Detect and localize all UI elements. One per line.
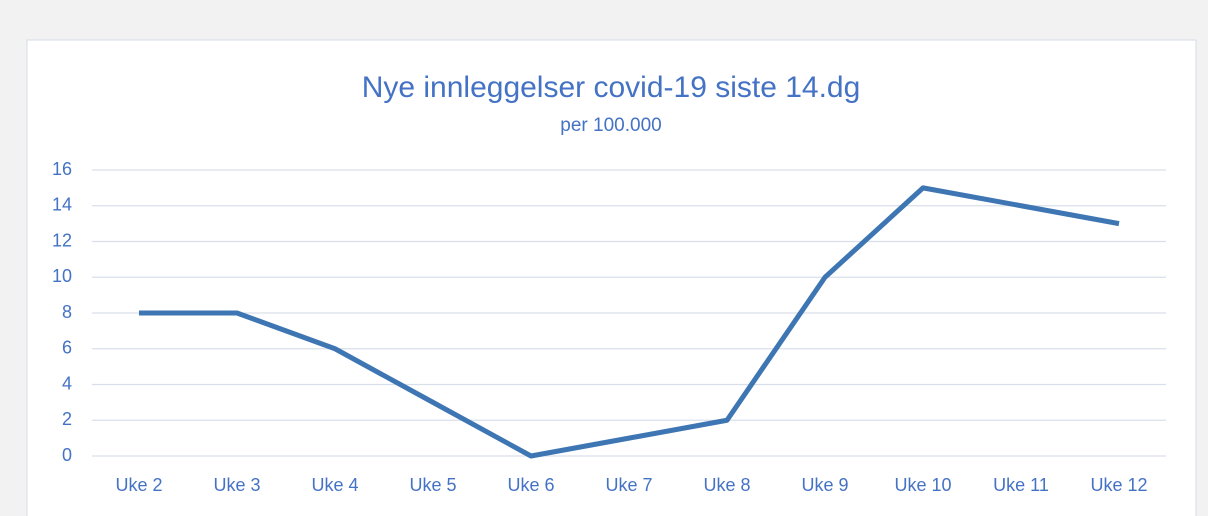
y-tick-label: 2 — [62, 409, 72, 429]
x-tick-label: Uke 3 — [213, 475, 260, 495]
x-tick-label: Uke 6 — [507, 475, 554, 495]
y-tick-label: 0 — [62, 445, 72, 465]
x-tick-label: Uke 12 — [1090, 475, 1147, 495]
line-series — [139, 185, 1120, 459]
chart-area — [26, 39, 1197, 516]
chart-title: Nye innleggelser covid-19 siste 14.dg — [362, 71, 861, 104]
x-tick-label: Uke 2 — [115, 475, 162, 495]
x-tick-label: Uke 10 — [894, 475, 951, 495]
x-tick-label: Uke 9 — [801, 475, 848, 495]
x-tick-label: Uke 7 — [605, 475, 652, 495]
y-tick-label: 8 — [62, 302, 72, 322]
y-tick-label: 16 — [52, 159, 72, 179]
chart-subtitle: per 100.000 — [560, 115, 661, 136]
x-tick-label: Uke 5 — [409, 475, 456, 495]
y-tick-label: 6 — [62, 338, 72, 358]
x-tick-label: Uke 11 — [993, 475, 1049, 495]
y-tick-label: 12 — [52, 230, 72, 250]
y-tick-label: 4 — [62, 373, 72, 393]
y-tick-label: 10 — [52, 266, 72, 286]
x-tick-label: Uke 4 — [311, 475, 358, 495]
y-tick-label: 14 — [52, 195, 72, 215]
x-tick-label: Uke 8 — [703, 475, 750, 495]
